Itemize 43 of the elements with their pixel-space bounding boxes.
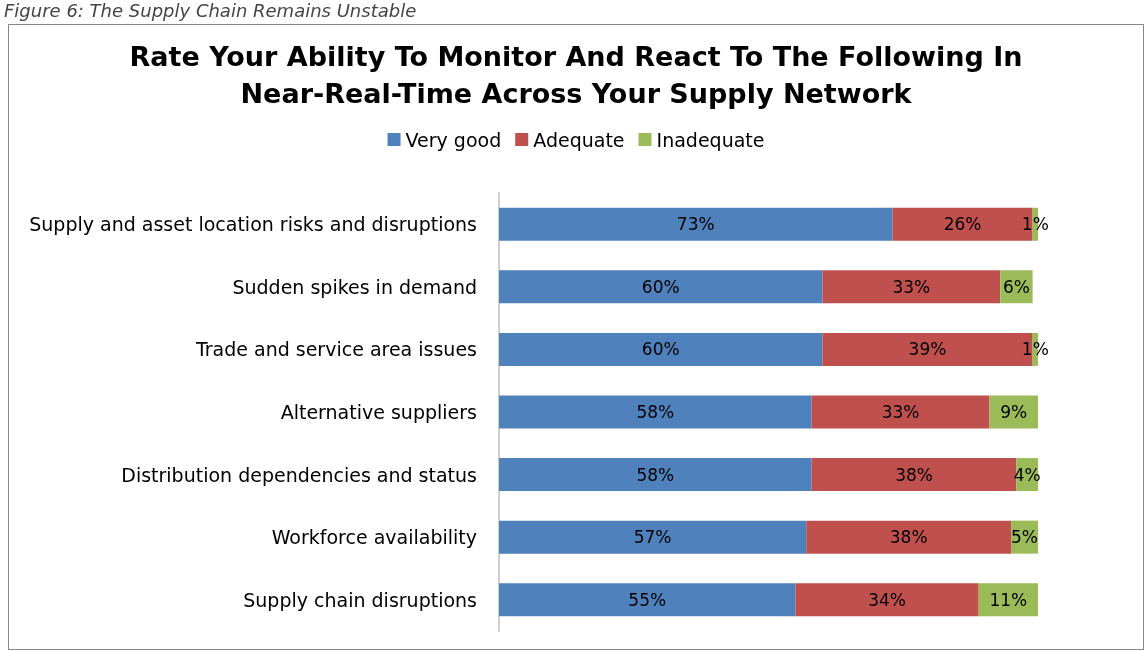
bar xyxy=(822,270,1001,304)
data-label: 11% xyxy=(989,589,1028,610)
data-label: 58% xyxy=(636,464,675,485)
y-tick-label: Trade and service area issues xyxy=(194,338,477,361)
bar xyxy=(499,583,796,617)
data-label: 38% xyxy=(889,527,928,548)
data-label: 9% xyxy=(1000,402,1028,422)
bar xyxy=(806,520,1012,554)
data-label: 26% xyxy=(943,214,982,235)
bar xyxy=(811,395,990,429)
bar xyxy=(499,395,812,429)
data-label: 55% xyxy=(628,589,667,610)
y-tick-label: Sudden spikes in demand xyxy=(232,275,477,298)
legend-label: Inadequate xyxy=(656,128,765,151)
y-tick-label: Alternative suppliers xyxy=(280,401,477,423)
y-tick-label: Distribution dependencies and status xyxy=(121,463,477,486)
data-label: 33% xyxy=(881,402,920,422)
data-label: 58% xyxy=(636,402,675,422)
y-tick-label: Workforce availability xyxy=(271,526,477,549)
data-label: 57% xyxy=(633,527,672,548)
chart-title: Rate Your Ability To Monitor And React To The Following In Near-Real-Time Across Your Supply Network xyxy=(129,41,1023,109)
caption: Figure 6: The Supply Chain Remains Unstable xyxy=(4,0,417,21)
data-label: 34% xyxy=(868,589,906,610)
data-label: 39% xyxy=(908,339,947,360)
data-label: 38% xyxy=(895,464,933,485)
data-label: 33% xyxy=(892,276,931,297)
bar xyxy=(499,332,823,366)
legend-label: Very good xyxy=(405,128,502,151)
bar xyxy=(499,520,807,554)
bar xyxy=(499,207,893,241)
data-label: 60% xyxy=(641,339,680,360)
bar xyxy=(499,270,823,304)
legend-label: Adequate xyxy=(533,128,625,151)
data-label: 6% xyxy=(1002,276,1030,297)
bar xyxy=(499,458,812,492)
data-label: 1% xyxy=(1021,339,1049,360)
y-tick-label: Supply chain disruptions xyxy=(243,588,477,611)
bar xyxy=(795,583,979,617)
data-label: 5% xyxy=(1011,527,1039,548)
y-tick-label: Supply and asset location risks and disruptions xyxy=(29,213,477,236)
data-label: 60% xyxy=(641,276,680,297)
data-label: 1% xyxy=(1021,214,1049,235)
data-label: 73% xyxy=(676,214,715,235)
